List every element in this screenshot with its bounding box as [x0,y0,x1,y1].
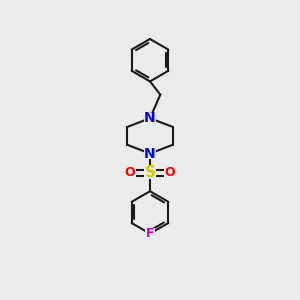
FancyBboxPatch shape [145,228,155,240]
FancyBboxPatch shape [143,167,157,179]
FancyBboxPatch shape [164,168,176,178]
Text: O: O [125,167,135,179]
Text: S: S [145,166,155,181]
Text: N: N [144,146,156,161]
Text: O: O [165,167,175,179]
FancyBboxPatch shape [143,113,157,124]
Text: F: F [146,227,154,240]
Text: N: N [144,111,156,125]
FancyBboxPatch shape [124,168,136,178]
FancyBboxPatch shape [143,148,157,159]
